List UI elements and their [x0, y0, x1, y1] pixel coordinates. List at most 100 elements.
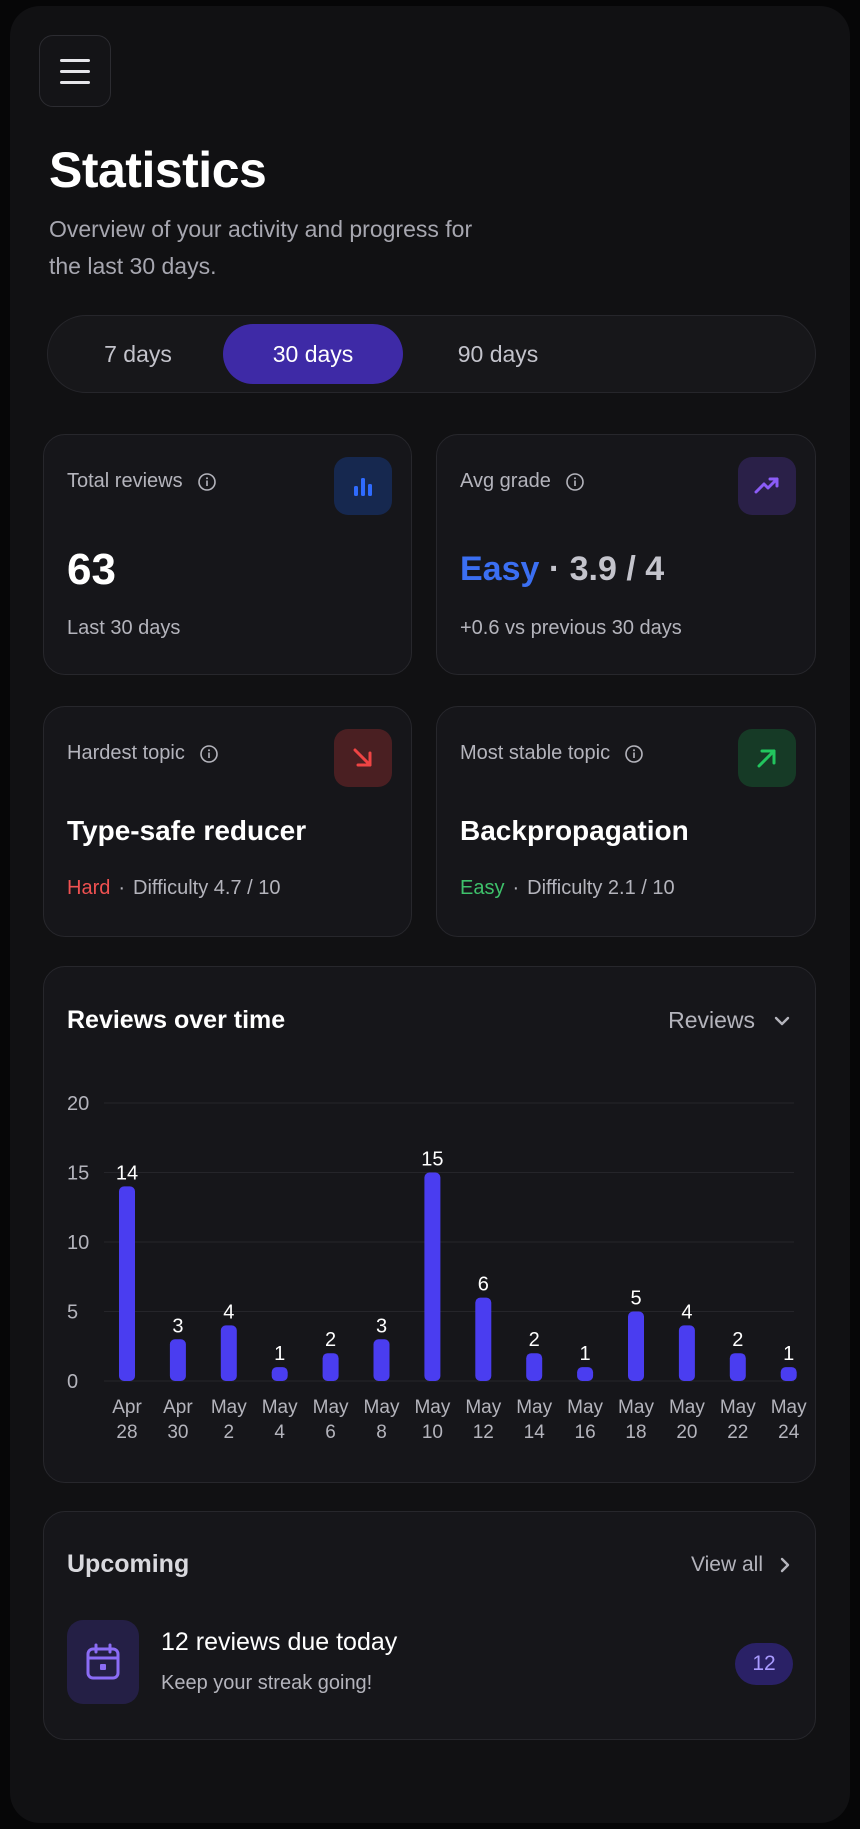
bar-data-label: 2	[529, 1329, 540, 1351]
upcoming-count-badge: 12	[735, 1643, 793, 1685]
x-tick-label: May	[669, 1397, 705, 1418]
hamburger-icon-line	[60, 58, 90, 62]
bar-data-label: 3	[172, 1315, 183, 1337]
chevron-down-icon	[774, 1016, 790, 1025]
hardest-topic-level: Hard	[67, 877, 111, 899]
most-stable-topic-level: Easy	[460, 877, 505, 899]
x-tick-label: May	[262, 1397, 298, 1418]
hardest-topic-card: Hardest topic Type-safe reducer Hard · Dif…	[43, 706, 412, 937]
bar	[628, 1311, 644, 1381]
tab-90-days[interactable]: 90 days	[457, 340, 539, 367]
x-tick-label: 4	[274, 1422, 285, 1443]
info-icon[interactable]	[199, 744, 219, 764]
view-all-link[interactable]: View all	[691, 1553, 791, 1577]
bar	[271, 1367, 288, 1381]
x-tick-label: 2	[224, 1422, 235, 1443]
x-tick-label: Apr	[112, 1397, 142, 1418]
x-tick-label: 18	[625, 1422, 646, 1443]
bar	[475, 1297, 492, 1381]
x-tick-label: May	[720, 1397, 756, 1418]
bar	[678, 1325, 695, 1381]
avg-grade-card: Avg grade Easy · 3.9 / 4 +0.6 vs previou…	[436, 434, 816, 675]
x-tick-label: May	[567, 1397, 603, 1418]
most-stable-topic-card: Most stable topic Backpropagation Easy · D…	[436, 706, 816, 937]
info-icon[interactable]	[197, 472, 217, 492]
upcoming-item-title[interactable]: 12 reviews due today	[161, 1628, 398, 1656]
tab-30-days[interactable]: 30 days	[223, 324, 403, 384]
total-reviews-label: Total reviews	[67, 470, 183, 492]
y-tick-label: 15	[67, 1163, 89, 1185]
x-tick-label: 24	[778, 1422, 800, 1443]
menu-button[interactable]	[39, 35, 111, 107]
hamburger-icon-line	[60, 80, 90, 84]
most-stable-topic-label: Most stable topic	[460, 742, 611, 764]
metric-select[interactable]: Reviews	[668, 1007, 791, 1034]
info-icon[interactable]	[565, 472, 585, 492]
chart-title: Reviews over time	[67, 1006, 286, 1034]
arrow-up-right-icon	[738, 729, 796, 787]
reviews-bar-chart: 0510152014Apr283Apr304May21May42May63May…	[67, 1093, 807, 1443]
bar-data-label: 2	[325, 1329, 336, 1351]
bar-data-label: 14	[116, 1162, 138, 1184]
chevron-right-icon	[780, 1557, 790, 1573]
bar-data-label: 4	[681, 1301, 692, 1323]
avg-grade-number: · 3.9 / 4	[548, 550, 665, 588]
x-tick-label: May	[364, 1397, 400, 1418]
view-all-label: View all	[691, 1553, 763, 1576]
arrow-down-right-icon	[334, 729, 392, 787]
bar	[780, 1367, 797, 1381]
trending-up-icon	[738, 457, 796, 515]
bar-data-label: 1	[580, 1343, 591, 1365]
bar	[577, 1367, 594, 1381]
x-tick-label: May	[465, 1397, 501, 1418]
x-tick-label: 16	[575, 1422, 596, 1443]
x-tick-label: May	[313, 1397, 349, 1418]
bar	[729, 1353, 746, 1381]
x-tick-label: 10	[422, 1422, 443, 1443]
avg-grade-word: Easy	[460, 550, 540, 588]
total-reviews-footnote: Last 30 days	[67, 617, 181, 639]
hardest-topic-difficulty: Difficulty 4.7 / 10	[133, 877, 281, 899]
metric-select-value: Reviews	[668, 1007, 755, 1033]
x-tick-label: 30	[167, 1422, 188, 1443]
bar	[424, 1172, 441, 1381]
total-reviews-value: 63	[67, 545, 116, 594]
avg-grade-value: Easy · 3.9 / 4	[460, 550, 664, 589]
y-tick-label: 20	[67, 1093, 89, 1115]
hardest-topic-name: Type-safe reducer	[67, 815, 307, 846]
bar-data-label: 5	[630, 1288, 641, 1310]
range-tabs: 7 days 30 days 90 days	[47, 315, 816, 393]
x-tick-label: 22	[727, 1422, 748, 1443]
calendar-icon	[67, 1620, 139, 1704]
bar	[526, 1353, 543, 1381]
hamburger-icon-line	[60, 69, 90, 73]
x-tick-label: Apr	[163, 1397, 193, 1418]
y-tick-label: 0	[67, 1371, 78, 1393]
bar-data-label: 6	[478, 1274, 489, 1296]
reviews-chart-card: 0 5 10 15 20 14 Apr 28 3 Apr 30 4 May 2 1 May 4 2 May 6 3 May…	[43, 966, 816, 1483]
x-tick-label: May	[211, 1397, 247, 1418]
y-tick-label: 10	[67, 1232, 89, 1254]
y-tick-label: 5	[67, 1302, 78, 1324]
bar-data-label: 1	[783, 1343, 794, 1365]
total-reviews-card: Total reviews 63 Last 30 days	[43, 434, 412, 675]
info-icon[interactable]	[624, 744, 644, 764]
bar-chart-icon	[334, 457, 392, 515]
upcoming-item-subtitle: Keep your streak going!	[161, 1672, 373, 1694]
x-tick-label: 12	[473, 1422, 494, 1443]
bar	[169, 1339, 186, 1381]
x-tick-label: 14	[524, 1422, 546, 1443]
bar	[119, 1186, 135, 1381]
bar-data-label: 4	[223, 1301, 234, 1323]
most-stable-topic-name: Backpropagation	[460, 815, 689, 846]
x-tick-label: May	[516, 1397, 552, 1418]
bar	[322, 1353, 339, 1381]
avg-grade-footnote: +0.6 vs previous 30 days	[460, 617, 682, 639]
bar-data-label: 1	[274, 1343, 285, 1365]
most-stable-topic-difficulty: Difficulty 2.1 / 10	[527, 877, 675, 899]
bar	[220, 1325, 237, 1381]
x-tick-label: 8	[376, 1422, 387, 1443]
x-tick-label: May	[618, 1397, 654, 1418]
tab-7-days[interactable]: 7 days	[104, 340, 172, 367]
x-tick-label: May	[771, 1397, 807, 1418]
